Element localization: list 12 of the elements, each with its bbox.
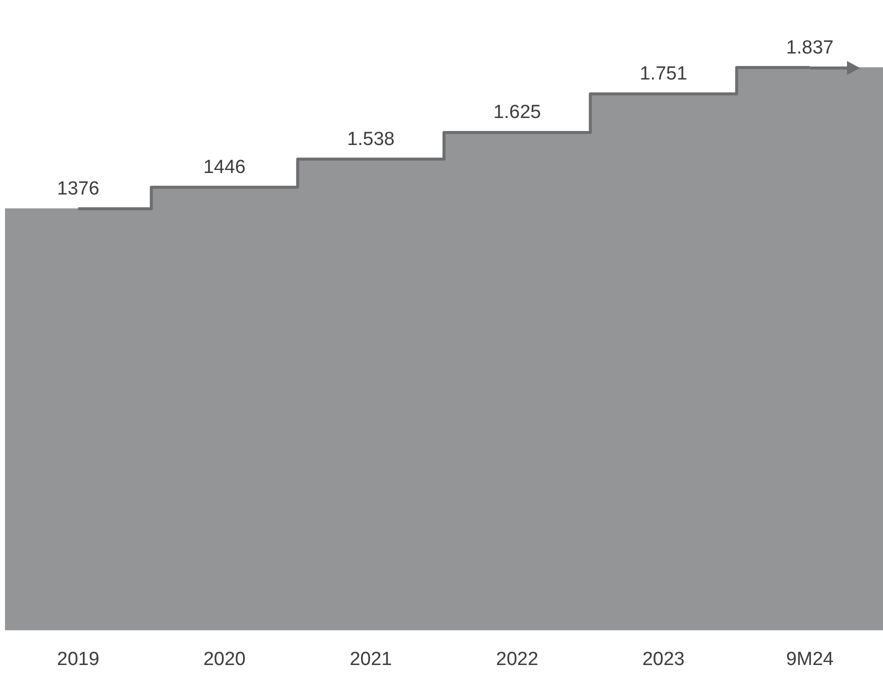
x-tick-label: 2022: [496, 648, 538, 670]
data-label: 1376: [57, 178, 100, 200]
data-label: 1.538: [347, 128, 395, 150]
x-tick-label: 2021: [350, 648, 392, 670]
data-label: 1446: [203, 157, 246, 178]
data-label: 1.837: [786, 37, 834, 58]
x-tick-label: 9M24: [786, 648, 834, 670]
data-label: 1.625: [493, 102, 541, 124]
data-label: 1.751: [640, 64, 688, 85]
x-tick-label: 2019: [57, 648, 100, 670]
x-tick-label: 2020: [203, 648, 246, 670]
x-tick-label: 2023: [642, 648, 685, 670]
